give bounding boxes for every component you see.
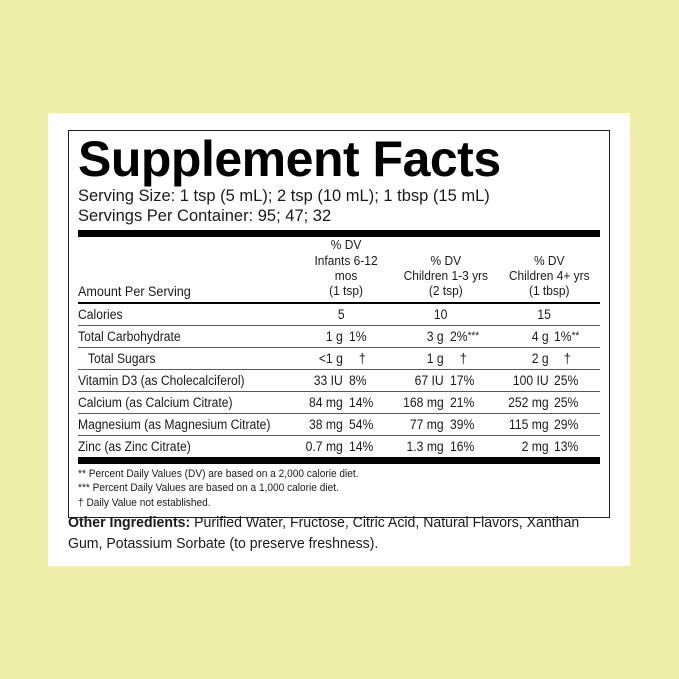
nutrient-amount: 84 mg xyxy=(302,390,349,414)
table-row: Total Sugars <1 g † 1 g † 2 g † xyxy=(78,346,600,370)
column-group-header-1: % DV Infants 6-12 mos (1 tsp) xyxy=(302,237,390,302)
servings-per-container-line: Servings Per Container: 95; 47; 32 xyxy=(78,207,332,226)
nutrient-daily-value: 1% xyxy=(348,324,390,348)
table-row: Calories 5 10 15 xyxy=(78,301,600,326)
table-row: Total Carbohydrate 1 g 1% 3 g 2%*** 4 g 1%** xyxy=(78,324,600,348)
nutrient-daily-value: † xyxy=(554,346,596,370)
serving-size-line: Serving Size: 1 tsp (5 mL); 2 tsp (10 mL… xyxy=(78,187,490,205)
other-ingredients-text: Purified Water, Fructose, Citric Acid, N… xyxy=(68,514,580,552)
group1-serving-label: (1 tsp) xyxy=(328,283,363,299)
nutrient-daily-value: 14% xyxy=(348,434,390,457)
group2-audience-label: Children 1-3 yrs xyxy=(403,267,488,283)
table-row: Calcium (as Calcium Citrate) 84 mg 14% 168 … xyxy=(78,390,600,414)
footer-thick-rule xyxy=(78,456,600,464)
nutrient-daily-value: 54% xyxy=(348,412,390,436)
nutrient-amount: 3 g xyxy=(399,324,450,348)
column-group-header-2: % DV Children 1-3 yrs (2 tsp) xyxy=(398,237,493,302)
amount-per-serving-header: Amount Per Serving xyxy=(78,282,191,299)
column-group-header-3: % DV Children 4+ yrs (1 tbsp) xyxy=(502,237,596,302)
nutrient-daily-value: 1%** xyxy=(554,324,596,348)
nutrient-label: Total Sugars xyxy=(78,346,276,370)
nutrient-label: Zinc (as Zinc Citrate) xyxy=(78,434,276,457)
nutrient-label: Magnesium (as Magnesium Citrate) xyxy=(78,412,276,436)
nutrient-amount: 67 IU xyxy=(399,368,450,392)
nutrient-amount: 1.3 mg xyxy=(399,434,450,457)
nutrient-amount: 252 mg xyxy=(503,390,555,414)
footnote-daily-value: † Daily Value not established. xyxy=(78,496,211,509)
nutrient-daily-value: 17% xyxy=(449,368,493,392)
table-row: Zinc (as Zinc Citrate) 0.7 mg 14% 1.3 mg 16%… xyxy=(78,434,600,457)
group1-dv-label: % DV xyxy=(330,237,362,253)
group2-serving-label: (2 tsp) xyxy=(428,283,463,299)
nutrient-amount: 2 g xyxy=(503,346,555,370)
nutrient-label: Vitamin D3 (as Cholecalciferol) xyxy=(78,368,276,392)
nutrient-daily-value: 21% xyxy=(449,390,493,414)
calories-value-3: 15 xyxy=(497,301,590,326)
group3-dv-label: % DV xyxy=(533,252,565,268)
calories-value-1: 5 xyxy=(297,301,385,326)
nutrient-daily-value: 14% xyxy=(348,390,390,414)
nutrient-daily-value: † xyxy=(348,346,390,370)
supplement-label-card: Supplement Facts Serving Size: 1 tsp (5 … xyxy=(48,113,630,566)
nutrient-daily-value: 39% xyxy=(449,412,493,436)
footnotes: ** Percent Daily Values (DV) are based o… xyxy=(78,464,600,511)
nutrient-daily-value: 16% xyxy=(449,434,493,457)
page-title: Supplement Facts xyxy=(78,131,501,187)
nutrient-label: Total Carbohydrate xyxy=(78,324,276,348)
nutrition-table: Amount Per Serving % DV Infants 6-12 mos… xyxy=(78,237,600,457)
header-thick-rule xyxy=(78,230,600,238)
nutrient-amount: 2 mg xyxy=(503,434,555,457)
nutrient-amount: 100 IU xyxy=(503,368,555,392)
table-header-row: Amount Per Serving % DV Infants 6-12 mos… xyxy=(78,237,600,302)
other-ingredients-label: Other Ingredients: xyxy=(68,514,191,531)
other-ingredients-section: Other Ingredients: Purified Water, Fruct… xyxy=(68,513,618,554)
table-row: Vitamin D3 (as Cholecalciferol) 33 IU 8% 67… xyxy=(78,368,600,392)
table-row: Magnesium (as Magnesium Citrate) 38 mg 54%… xyxy=(78,412,600,436)
nutrient-amount: 115 mg xyxy=(503,412,555,436)
nutrient-daily-value: 13% xyxy=(554,434,596,457)
nutrient-amount: 38 mg xyxy=(302,412,349,436)
nutrient-daily-value: † xyxy=(449,346,493,370)
footnote-1000-calorie: *** Percent Daily Values are based on a … xyxy=(78,482,339,495)
nutrient-amount: <1 g xyxy=(302,346,349,370)
group1-audience-label: Infants 6-12 mos xyxy=(314,252,378,283)
nutrient-amount: 33 IU xyxy=(302,368,349,392)
footnote-marker: *** xyxy=(467,329,480,342)
calories-value-2: 10 xyxy=(393,301,488,326)
nutrient-daily-value: 25% xyxy=(554,368,596,392)
nutrient-label: Calcium (as Calcium Citrate) xyxy=(78,390,276,414)
nutrient-daily-value: 8% xyxy=(348,368,390,392)
group2-dv-label: % DV xyxy=(430,252,461,268)
footnote-marker: ** xyxy=(572,329,580,342)
nutrient-daily-value: 2%*** xyxy=(449,324,493,348)
nutrient-daily-value: 25% xyxy=(554,390,596,414)
nutrient-amount: 1 g xyxy=(399,346,450,370)
group3-audience-label: Children 4+ yrs xyxy=(508,267,590,283)
group3-serving-label: (1 tbsp) xyxy=(528,283,570,299)
nutrient-amount: 168 mg xyxy=(399,390,450,414)
nutrient-amount: 0.7 mg xyxy=(302,434,349,457)
calories-label: Calories xyxy=(78,301,276,326)
nutrient-daily-value: 29% xyxy=(554,412,596,436)
nutrient-amount: 1 g xyxy=(302,324,349,348)
footnote-2000-calorie: ** Percent Daily Values (DV) are based o… xyxy=(78,467,359,480)
nutrient-amount: 4 g xyxy=(503,324,555,348)
nutrient-amount: 77 mg xyxy=(399,412,450,436)
supplement-facts-panel: Supplement Facts Serving Size: 1 tsp (5 … xyxy=(68,130,610,519)
